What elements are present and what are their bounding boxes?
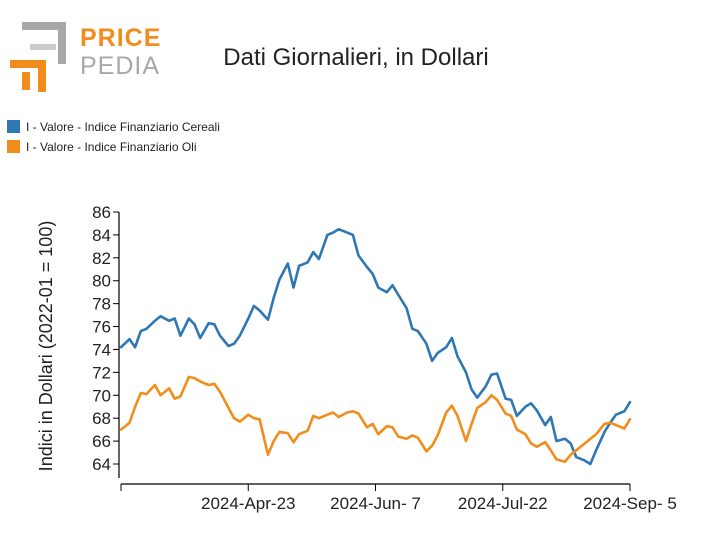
x-tick-label: 2024-Jul-22: [458, 494, 548, 513]
y-axis: 64 66 68 70 72 74 76 78 80 82 84 86: [92, 203, 120, 478]
legend: I - Valore - Indice Finanziario Cereali …: [7, 120, 220, 154]
x-axis: 2024-Apr-23 2024-Jun- 7 2024-Jul-22 2024-Se…: [120, 483, 677, 513]
legend-swatch-oli: [7, 140, 20, 153]
logo-orange-bracket-top: [10, 60, 46, 68]
y-tick-label: 82: [92, 249, 111, 268]
x-tick-label: 2024-Jun- 7: [330, 494, 421, 513]
logo-word-price: PRICE: [80, 24, 161, 52]
logo-orange-bracket-side: [38, 60, 46, 92]
pricepedia-logo: PRICE PEDIA: [10, 22, 161, 92]
x-tick-label: 2024-Sep- 5: [583, 494, 677, 513]
y-tick-label: 78: [92, 295, 111, 314]
y-tick-label: 74: [92, 340, 111, 359]
legend-label-cereali: I - Valore - Indice Finanziario Cereali: [26, 120, 220, 134]
legend-label-oli: I - Valore - Indice Finanziario Oli: [26, 140, 197, 154]
y-tick-label: 76: [92, 318, 111, 337]
y-tick-label: 64: [92, 455, 111, 474]
legend-swatch-cereali: [7, 120, 20, 133]
x-tick-label: 2024-Apr-23: [201, 494, 296, 513]
chart-title: Dati Giornalieri, in Dollari: [223, 44, 488, 71]
series-line-oli: [119, 375, 632, 464]
logo-word-pedia: PEDIA: [80, 52, 160, 80]
y-tick-label: 70: [92, 386, 111, 405]
logo-gray-bracket-top: [22, 22, 66, 30]
series-line-cereali: [119, 227, 632, 466]
y-tick-label: 68: [92, 409, 111, 428]
y-tick-label: 86: [92, 203, 111, 222]
logo-orange-bracket-inner: [22, 72, 30, 90]
y-tick-label: 66: [92, 432, 111, 451]
logo-gray-bracket-side: [58, 22, 66, 64]
y-axis-title: Indici in Dollari (2022-01 = 100): [36, 221, 56, 472]
y-tick-label: 80: [92, 272, 111, 291]
y-tick-label: 84: [92, 226, 111, 245]
plot-lines: [119, 227, 632, 466]
logo-gray-bracket-top-2: [30, 44, 56, 50]
y-tick-label: 72: [92, 363, 111, 382]
